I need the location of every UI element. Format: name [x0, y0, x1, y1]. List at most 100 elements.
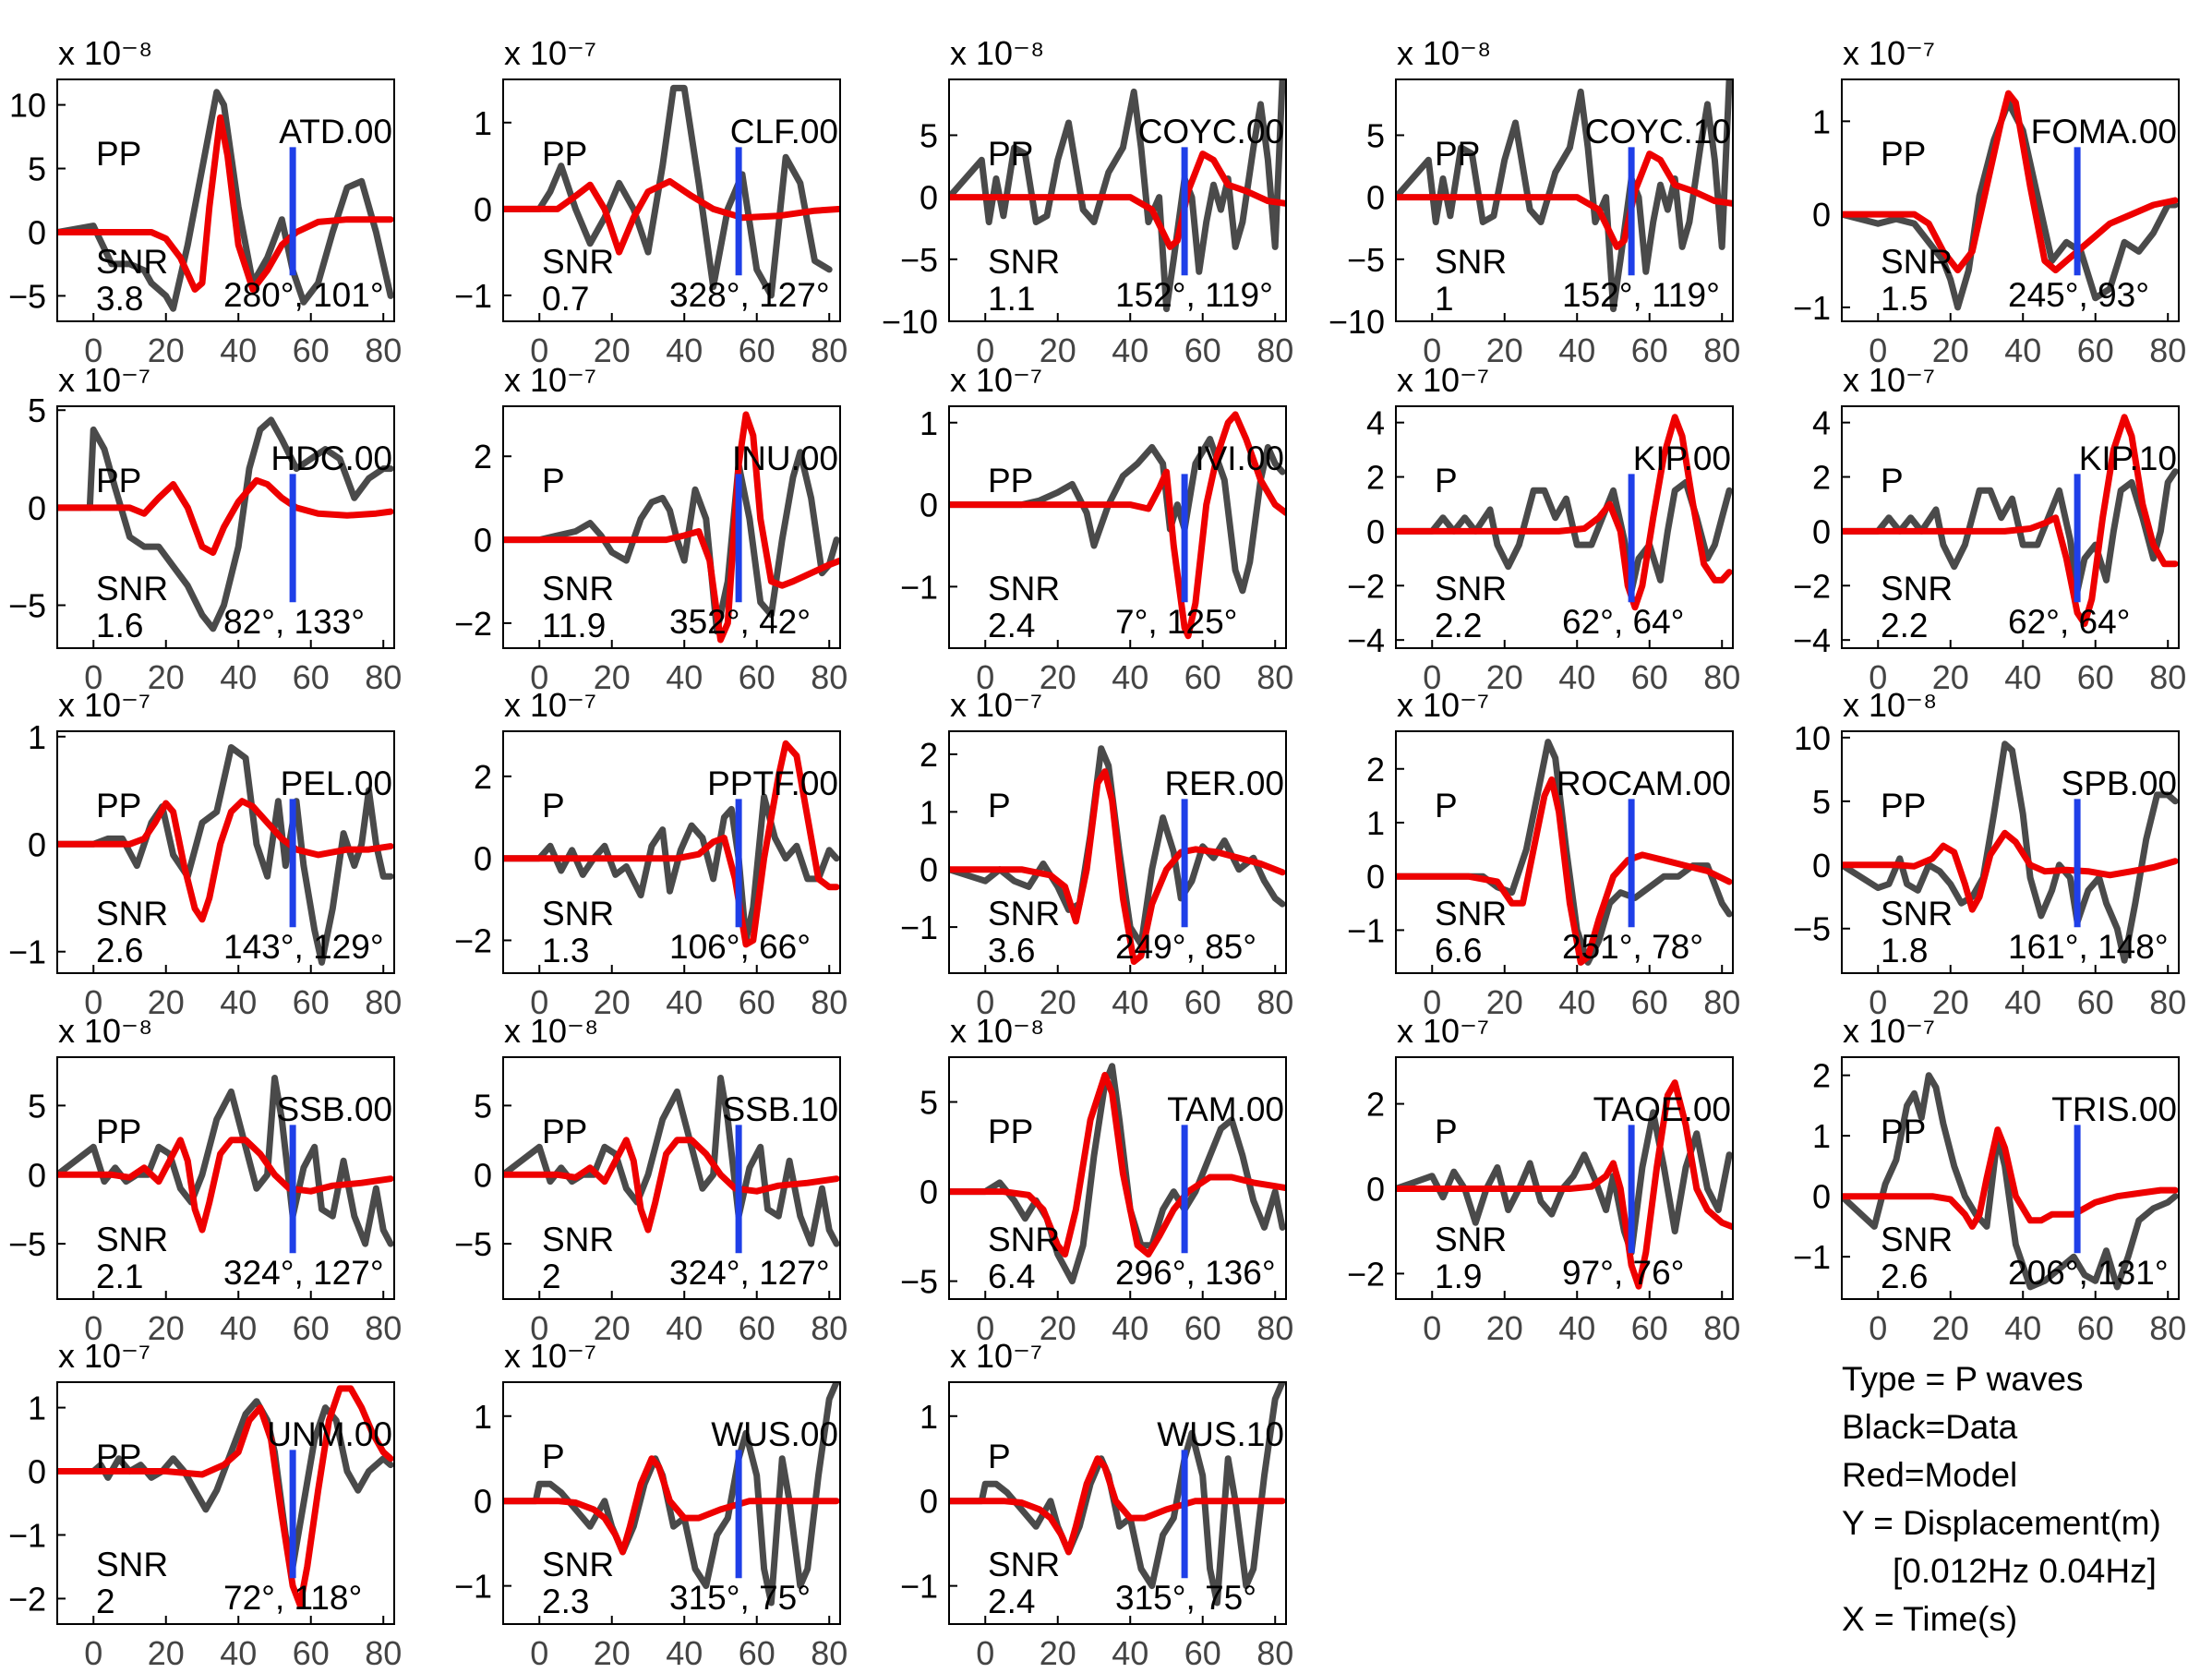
station-label: INU.00 — [732, 439, 838, 477]
azimuth-label: 62°, 64° — [2008, 603, 2130, 641]
x-tick-label: 60 — [293, 331, 330, 369]
phase-label: P — [1435, 787, 1458, 824]
phase-label: PP — [96, 787, 141, 824]
x-tick-label: 0 — [530, 1634, 548, 1672]
y-tick-label: −1 — [8, 1516, 46, 1554]
x-tick-label: 0 — [976, 983, 994, 1021]
phase-label: PP — [96, 462, 141, 499]
y-tick-label: 4 — [1366, 404, 1385, 442]
snr-label: SNR — [1881, 570, 1953, 608]
y-tick-label: 4 — [1812, 404, 1831, 442]
axes-frame — [56, 1056, 395, 1300]
snr-value: 2.2 — [1435, 607, 1482, 644]
y-tick-label: 0 — [28, 825, 46, 863]
data-trace — [503, 1382, 840, 1607]
x-tick-label: 60 — [739, 983, 775, 1021]
x-tick-label: 20 — [1040, 331, 1076, 369]
x-tick-label: 0 — [530, 331, 548, 369]
y-tick-label: 0 — [28, 213, 46, 251]
snr-value: 1.5 — [1881, 280, 1928, 318]
snr-label: SNR — [96, 1546, 168, 1583]
x-tick-label: 80 — [2149, 331, 2186, 369]
y-tick-label: −10 — [882, 303, 938, 341]
y-tick-label: 2 — [1366, 1086, 1385, 1124]
x-tick-label: 60 — [293, 658, 330, 696]
x-tick-label: 20 — [148, 331, 185, 369]
x-tick-label: 0 — [1869, 1309, 1887, 1347]
x-tick-label: 80 — [1703, 1309, 1740, 1347]
data-trace — [949, 1382, 1286, 1607]
y-tick-label: 1 — [920, 404, 938, 442]
snr-label: SNR — [1435, 1221, 1507, 1258]
y-tick-label: −2 — [1347, 1255, 1385, 1293]
axes-frame — [948, 78, 1287, 322]
snr-value: 2.4 — [988, 607, 1035, 644]
y-tick-label: 0 — [920, 487, 938, 524]
phase-label: P — [542, 462, 565, 499]
snr-label: SNR — [1881, 1221, 1953, 1258]
x-tick-label: 20 — [1040, 658, 1076, 696]
x-tick-label: 0 — [84, 1309, 102, 1347]
exponent-label: x 10⁻⁷ — [504, 1337, 596, 1375]
model-trace — [1842, 90, 2179, 274]
snr-label: SNR — [988, 570, 1060, 608]
y-tick-label: −4 — [1793, 621, 1831, 659]
x-tick-label: 40 — [1112, 658, 1148, 696]
axes-frame — [1395, 405, 1734, 649]
y-tick-label: 0 — [920, 851, 938, 889]
model-trace — [57, 476, 394, 556]
y-tick-label: 2 — [1812, 1057, 1831, 1095]
axes-frame — [1395, 730, 1734, 974]
y-tick-label: 10 — [1794, 719, 1831, 757]
y-tick-label: −5 — [900, 241, 938, 279]
data-trace — [503, 793, 840, 944]
x-tick-label: 0 — [84, 658, 102, 696]
phase-label: P — [988, 1438, 1011, 1475]
x-tick-label: 60 — [1631, 658, 1668, 696]
exponent-label: x 10⁻⁷ — [950, 361, 1042, 399]
axes-frame — [948, 405, 1287, 649]
exponent-label: x 10⁻⁸ — [1843, 686, 1937, 724]
x-tick-label: 60 — [293, 1634, 330, 1672]
x-tick-label: 0 — [530, 1309, 548, 1347]
snr-label: SNR — [988, 1546, 1060, 1583]
azimuth-label: 280°, 101° — [223, 276, 384, 314]
snr-label: SNR — [96, 895, 168, 933]
model-trace — [1396, 414, 1733, 611]
exponent-label: x 10⁻⁷ — [504, 361, 596, 399]
y-tick-label: 2 — [1812, 459, 1831, 497]
station-label: TRIS.00 — [2051, 1090, 2177, 1128]
exponent-label: x 10⁻⁷ — [58, 1337, 150, 1375]
snr-label: SNR — [542, 1546, 614, 1583]
axes-frame — [502, 1056, 841, 1300]
x-tick-label: 0 — [530, 983, 548, 1021]
y-tick-label: 0 — [28, 1453, 46, 1491]
y-tick-label: 0 — [1812, 512, 1831, 550]
snr-value: 6.6 — [1435, 932, 1482, 969]
phase-label: P — [542, 1438, 565, 1475]
x-tick-label: 20 — [1040, 1309, 1076, 1347]
exponent-label: x 10⁻⁷ — [58, 686, 150, 724]
model-trace — [503, 740, 840, 948]
y-tick-label: 0 — [1366, 1170, 1385, 1208]
phase-label: P — [542, 787, 565, 824]
x-tick-label: 20 — [594, 983, 631, 1021]
station-label: RER.00 — [1164, 764, 1284, 802]
phase-label: PP — [96, 1113, 141, 1150]
exponent-label: x 10⁻⁷ — [950, 686, 1042, 724]
model-trace — [1842, 414, 2179, 627]
snr-value: 0.7 — [542, 280, 589, 318]
y-tick-label: 1 — [920, 793, 938, 831]
y-tick-label: 0 — [1812, 1178, 1831, 1216]
y-tick-label: 5 — [1366, 116, 1385, 154]
x-tick-label: 0 — [530, 658, 548, 696]
y-tick-label: −5 — [1793, 910, 1831, 948]
legend-y-axis: Y = Displacement(m) — [1842, 1504, 2161, 1542]
model-trace — [1842, 829, 2179, 913]
